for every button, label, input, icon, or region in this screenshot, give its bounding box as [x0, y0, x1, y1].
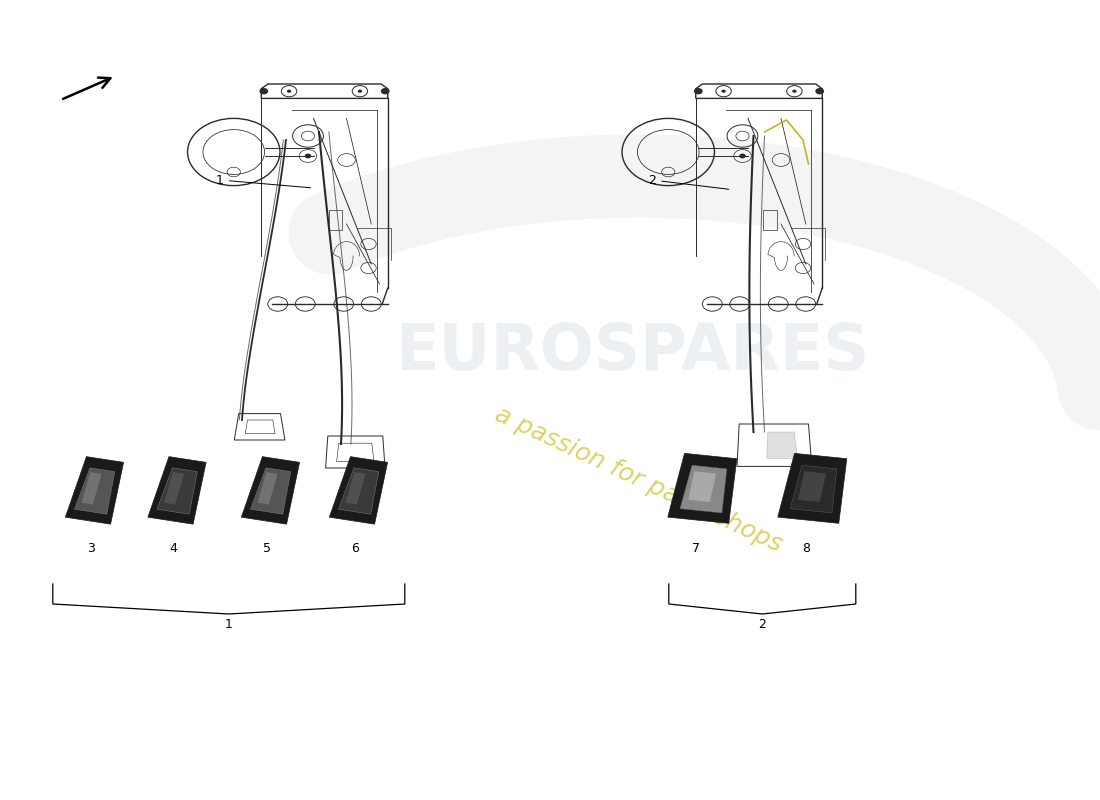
Circle shape: [305, 154, 311, 158]
Circle shape: [260, 88, 268, 94]
Polygon shape: [778, 454, 847, 523]
Text: 5: 5: [263, 542, 272, 554]
Text: 1: 1: [224, 618, 233, 630]
Circle shape: [287, 90, 292, 93]
Circle shape: [815, 88, 824, 94]
Polygon shape: [251, 468, 290, 514]
Circle shape: [694, 88, 703, 94]
Text: 4: 4: [169, 542, 178, 554]
Polygon shape: [65, 457, 123, 524]
Circle shape: [739, 154, 746, 158]
Polygon shape: [767, 432, 798, 458]
Text: 3: 3: [87, 542, 96, 554]
Polygon shape: [147, 457, 206, 524]
Text: 8: 8: [802, 542, 811, 554]
Polygon shape: [257, 472, 277, 504]
Polygon shape: [790, 466, 837, 513]
Circle shape: [358, 90, 362, 93]
Text: 2: 2: [758, 618, 767, 630]
Circle shape: [381, 88, 389, 94]
Polygon shape: [164, 472, 184, 504]
Polygon shape: [81, 472, 101, 504]
Circle shape: [792, 90, 796, 93]
Polygon shape: [339, 468, 378, 514]
Text: EUROSPARES: EUROSPARES: [395, 321, 870, 383]
Polygon shape: [345, 472, 365, 504]
Polygon shape: [688, 471, 716, 502]
Text: 1: 1: [216, 174, 310, 188]
Polygon shape: [798, 471, 826, 502]
Text: 6: 6: [351, 542, 360, 554]
Circle shape: [722, 90, 726, 93]
Text: 2: 2: [648, 174, 728, 190]
Polygon shape: [75, 468, 114, 514]
Text: a passion for parts shops: a passion for parts shops: [491, 402, 785, 558]
Text: 7: 7: [692, 542, 701, 554]
Polygon shape: [157, 468, 197, 514]
Polygon shape: [680, 466, 727, 513]
Polygon shape: [241, 457, 299, 524]
Polygon shape: [668, 454, 737, 523]
Polygon shape: [329, 457, 387, 524]
